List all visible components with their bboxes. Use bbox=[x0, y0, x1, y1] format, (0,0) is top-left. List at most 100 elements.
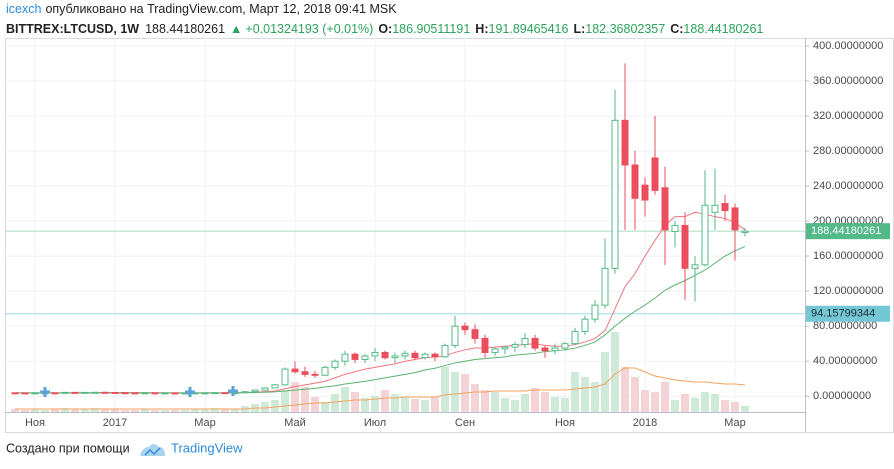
event-marker[interactable] bbox=[228, 386, 238, 396]
x-tick-label: Сен bbox=[455, 417, 475, 429]
volume-bar bbox=[161, 410, 169, 412]
candle-body bbox=[151, 392, 159, 395]
candle-body bbox=[171, 392, 179, 395]
symbol: BITTREX:LTCUSD, 1W bbox=[6, 22, 139, 36]
y-tick-label: 160.00000000 bbox=[813, 250, 883, 262]
brand-logo[interactable] bbox=[140, 444, 165, 456]
price-label-bg bbox=[806, 305, 890, 322]
volume-bar bbox=[501, 398, 509, 412]
ohlc-label: O: bbox=[378, 22, 392, 36]
candle-body bbox=[61, 391, 69, 394]
candle-body bbox=[721, 203, 729, 212]
volume-bar bbox=[371, 396, 379, 412]
x-tick-label: Мар bbox=[194, 417, 216, 429]
brand[interactable]: TradingView bbox=[171, 440, 243, 455]
candle-body bbox=[131, 392, 139, 395]
candle-body bbox=[31, 392, 39, 395]
volume-bar bbox=[531, 388, 539, 412]
brand-logo-mark bbox=[144, 447, 161, 456]
event-marker[interactable] bbox=[40, 387, 50, 397]
volume-bar bbox=[31, 409, 39, 412]
volume-bar bbox=[521, 394, 529, 412]
candle-body bbox=[71, 391, 79, 394]
volume-ma-line bbox=[15, 367, 746, 410]
x-tick-label: Ноя bbox=[25, 417, 45, 429]
volume-bar bbox=[131, 410, 139, 412]
ohlc-value: 188.44180261 bbox=[683, 22, 763, 36]
candle-body bbox=[481, 337, 489, 353]
ohlc-label: L: bbox=[573, 22, 585, 36]
volume-bar bbox=[411, 399, 419, 412]
volume-bar bbox=[281, 390, 289, 412]
candle-body bbox=[331, 360, 339, 368]
volume-bar bbox=[211, 408, 219, 412]
price-label: 94.15799344 bbox=[811, 308, 875, 320]
candle-body bbox=[141, 392, 149, 395]
candle-body bbox=[301, 371, 309, 375]
candle-body bbox=[521, 337, 529, 346]
chart-frame bbox=[5, 38, 894, 433]
x-tick-label: 2018 bbox=[633, 417, 657, 429]
author[interactable]: icexch bbox=[6, 2, 41, 16]
candle-body bbox=[81, 391, 89, 394]
volume-bar bbox=[651, 392, 659, 412]
volume-bar bbox=[491, 392, 499, 412]
candle-body bbox=[701, 204, 709, 266]
candle-body bbox=[531, 337, 539, 349]
plot-area: 0.00000000 40.00000000 80.00000000 120.0000… bbox=[5, 38, 890, 429]
volume-bar bbox=[541, 392, 549, 412]
moving-average-line bbox=[14, 211, 746, 394]
volume-bar bbox=[171, 410, 179, 412]
volume-bar bbox=[441, 367, 449, 412]
candle-body bbox=[311, 373, 319, 376]
volume-bar bbox=[11, 409, 19, 412]
x-tick-label: Май bbox=[284, 417, 306, 429]
ohlc-label: C: bbox=[670, 22, 683, 36]
candle-body bbox=[651, 157, 659, 191]
volume-bar bbox=[261, 402, 269, 412]
candle-body bbox=[441, 344, 449, 358]
candle-body bbox=[421, 353, 429, 359]
price-label-bg bbox=[806, 223, 890, 240]
x-tick-label: Мар bbox=[724, 417, 746, 429]
volume-bar bbox=[21, 410, 29, 412]
volume-bar bbox=[381, 390, 389, 412]
volume-bar bbox=[431, 397, 439, 412]
volume-bar bbox=[91, 408, 99, 412]
event-marker[interactable] bbox=[185, 387, 195, 397]
candle-body bbox=[201, 392, 209, 395]
volume-bar bbox=[221, 409, 229, 412]
candle-body bbox=[101, 391, 109, 394]
footer-text: Создано при помощи bbox=[6, 441, 130, 455]
y-tick-label: 80.00000000 bbox=[813, 320, 877, 332]
volume-bar bbox=[111, 409, 119, 412]
price-label: 188.44180261 bbox=[811, 225, 881, 237]
ohlc-value: 186.90511191 bbox=[392, 22, 470, 36]
volume-bar bbox=[361, 398, 369, 412]
volume-bar bbox=[681, 394, 689, 412]
candle-body bbox=[671, 224, 679, 233]
candle-body bbox=[21, 392, 29, 395]
x-tick-label: Ноя bbox=[555, 417, 575, 429]
volume-bar bbox=[561, 398, 569, 412]
header-line-2: BITTREX:LTCUSD, 1W 188.44180261 ▲ +0.013241… bbox=[6, 22, 763, 36]
candle-body bbox=[221, 392, 229, 395]
candle-body bbox=[601, 267, 609, 306]
candle-body bbox=[611, 119, 619, 269]
candle-body bbox=[571, 330, 579, 345]
candle-body bbox=[361, 355, 369, 360]
volume-bar bbox=[191, 409, 199, 412]
volume-bar bbox=[691, 398, 699, 412]
candle-body bbox=[711, 204, 719, 213]
volume-bar bbox=[551, 397, 559, 412]
volume-bar bbox=[701, 392, 709, 412]
candle-body bbox=[511, 344, 519, 348]
x-tick-label: 2017 bbox=[103, 417, 127, 429]
volume-bar bbox=[601, 352, 609, 412]
volume-bar bbox=[351, 392, 359, 412]
candle-body bbox=[371, 351, 379, 357]
candle-body bbox=[561, 343, 569, 349]
y-tick-label: 320.00000000 bbox=[813, 110, 883, 122]
volume-bar bbox=[61, 408, 69, 412]
candle-body bbox=[581, 318, 589, 332]
